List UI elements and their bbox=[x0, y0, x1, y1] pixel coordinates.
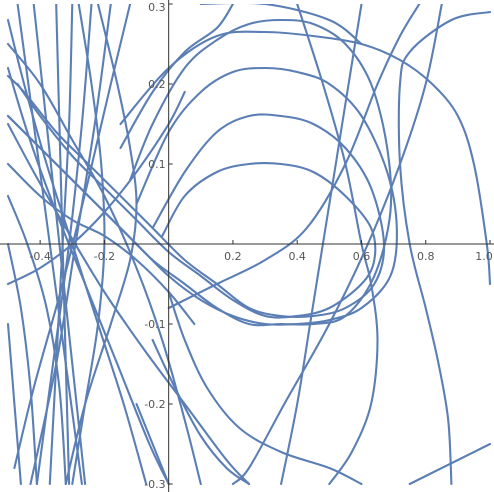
curve-25 bbox=[6, 66, 170, 486]
ticks-layer: -0.4 -0.2 0.2 0.4 0.6 0.8 1.0 -0.3 -0.2 -0.1 0.1 0.… bbox=[29, 1, 492, 491]
y-tick-label: 0.3 bbox=[148, 1, 166, 14]
curve-29 bbox=[6, 322, 22, 486]
curve-27 bbox=[6, 194, 67, 486]
curve-2 bbox=[6, 74, 386, 319]
curve-10 bbox=[397, 10, 492, 486]
curve-8 bbox=[119, 30, 492, 286]
curve-7 bbox=[231, 4, 443, 486]
x-tick-label: -0.2 bbox=[94, 250, 115, 263]
curve-15 bbox=[135, 402, 170, 486]
x-tick-label: 0.8 bbox=[417, 250, 435, 263]
curve-26 bbox=[6, 122, 251, 486]
y-tick-label: -0.3 bbox=[144, 478, 165, 491]
y-tick-label: -0.2 bbox=[144, 398, 165, 411]
y-tick-label: 0.2 bbox=[148, 78, 166, 91]
y-tick-label: 0.1 bbox=[148, 158, 166, 171]
x-tick-label: -0.4 bbox=[29, 250, 50, 263]
curve-34 bbox=[6, 42, 202, 486]
x-tick-label: 0.4 bbox=[288, 250, 306, 263]
curve-1 bbox=[16, 82, 377, 319]
y-tick-label: -0.1 bbox=[144, 318, 165, 331]
x-tick-label: 0.2 bbox=[224, 250, 242, 263]
curve-13 bbox=[167, 290, 363, 486]
curve-16 bbox=[408, 442, 492, 486]
curve-5 bbox=[119, 4, 234, 150]
curve-14 bbox=[151, 338, 251, 486]
curve-9 bbox=[296, 4, 379, 486]
curve-6 bbox=[199, 4, 363, 46]
x-tick-label: 0.6 bbox=[353, 250, 371, 263]
curve-28 bbox=[6, 242, 38, 486]
x-tick-label: 1.0 bbox=[475, 250, 493, 263]
curves-layer bbox=[6, 4, 492, 486]
curve-12 bbox=[167, 4, 421, 310]
